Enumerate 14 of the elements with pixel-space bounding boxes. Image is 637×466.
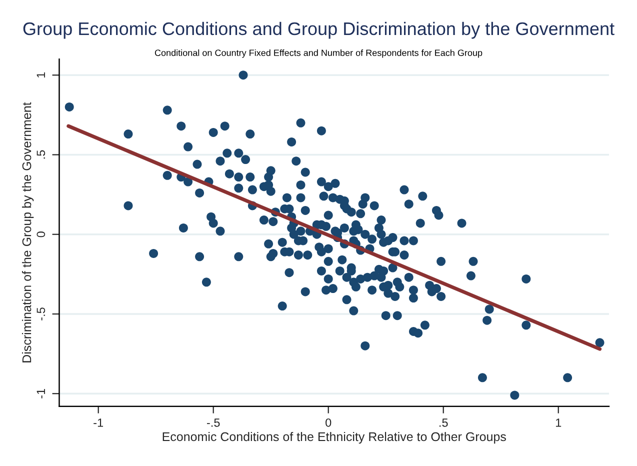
x-axis-title: Economic Conditions of the Ethnicity Relative to Other Groups xyxy=(162,432,506,444)
y-axis-title: Discrimination of the Group by the Government xyxy=(22,102,34,362)
y-tick-label: -.5 xyxy=(36,308,46,320)
chart-title: Group Economic Conditions and Group Discrimination by the Government xyxy=(23,22,614,39)
x-tick-label: 1 xyxy=(556,418,562,427)
y-tick-label: 1 xyxy=(36,72,45,78)
y-tick-label: -1 xyxy=(36,388,45,398)
x-tick-label: -1 xyxy=(94,418,104,427)
x-tick-label: -.5 xyxy=(206,418,220,427)
x-tick-label: .5 xyxy=(440,418,448,427)
y-tick-label: .5 xyxy=(36,150,46,159)
chart-subtitle: Conditional on Country Fixed Effects and Number of Respondents for Each Group xyxy=(154,49,482,58)
y-tick-label: 0 xyxy=(36,232,46,238)
x-tick-label: 0 xyxy=(326,418,332,427)
